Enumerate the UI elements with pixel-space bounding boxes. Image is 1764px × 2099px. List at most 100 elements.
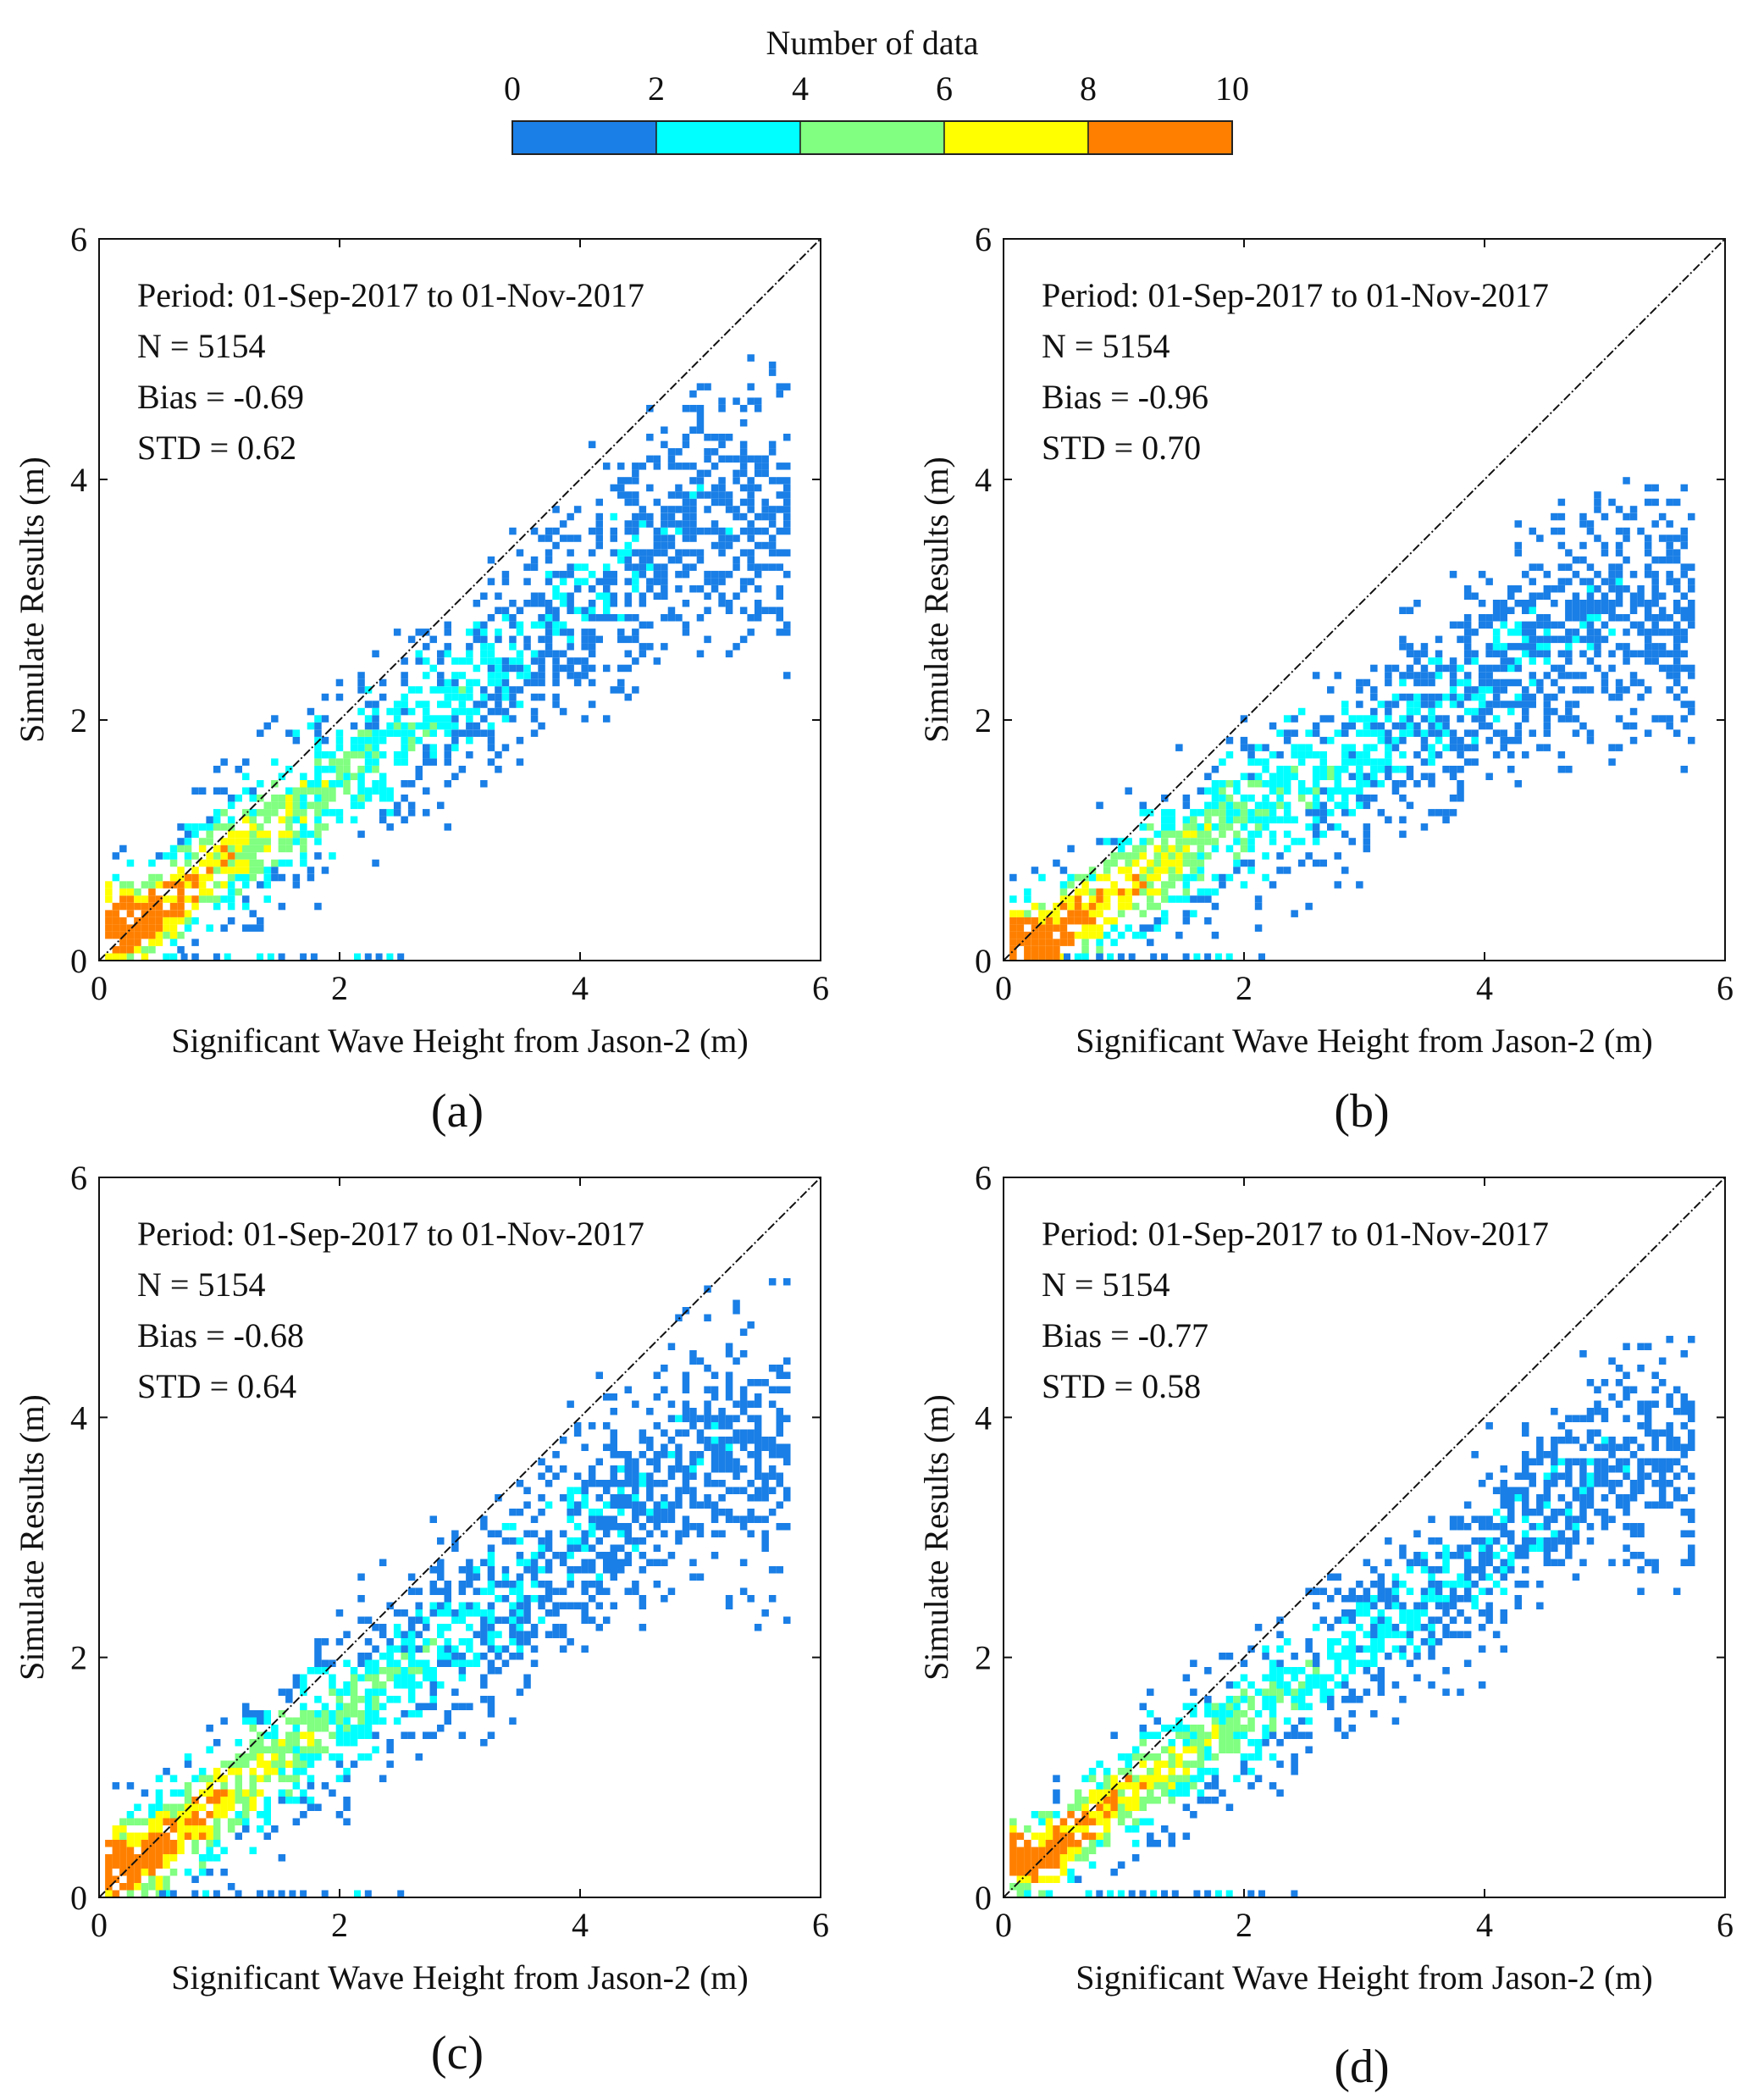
density-cell <box>1175 873 1183 882</box>
density-cell <box>148 1861 156 1869</box>
density-cell <box>1478 1537 1486 1545</box>
density-cell <box>329 787 336 795</box>
density-cell <box>169 873 178 882</box>
density-cell <box>386 1739 394 1747</box>
density-cell <box>1565 1472 1573 1480</box>
density-cell <box>1074 917 1082 925</box>
density-cell <box>1644 563 1652 571</box>
density-cell <box>119 1832 127 1840</box>
density-cell <box>1608 1451 1616 1459</box>
density-cell <box>776 383 783 390</box>
density-cell <box>639 512 647 521</box>
density-cell <box>1579 512 1587 521</box>
density-cell <box>372 859 379 867</box>
density-cell <box>1666 1422 1673 1430</box>
density-cell <box>1117 838 1125 845</box>
density-cell <box>372 1688 379 1696</box>
density-cell <box>285 823 293 831</box>
density-cell <box>1161 1775 1169 1782</box>
density-cell <box>473 1659 481 1667</box>
density-cell <box>1161 845 1169 853</box>
density-cell <box>495 1581 502 1588</box>
density-cell <box>1608 744 1616 751</box>
density-cell <box>220 1869 228 1876</box>
density-cell <box>682 506 690 513</box>
density-cell <box>1370 1659 1378 1667</box>
density-cell <box>646 1530 654 1537</box>
density-cell <box>1283 766 1291 773</box>
density-cell <box>552 1587 560 1595</box>
density-cell <box>1370 729 1378 737</box>
density-cell <box>155 1818 163 1825</box>
density-cell <box>1305 852 1313 860</box>
density-cell <box>1147 1789 1154 1797</box>
density-cell <box>1038 1854 1046 1862</box>
density-cell <box>1059 867 1068 874</box>
density-cell <box>466 1581 473 1588</box>
density-cell <box>300 1703 307 1710</box>
density-cell <box>1377 1624 1385 1631</box>
density-cell <box>661 1559 668 1566</box>
density-cell <box>1579 1515 1587 1523</box>
density-cell <box>559 534 567 542</box>
density-cell <box>1543 635 1551 644</box>
density-cell <box>415 1659 423 1667</box>
density-cell <box>480 1609 488 1617</box>
density-cell <box>393 729 401 737</box>
density-cell <box>1536 1602 1544 1609</box>
density-cell <box>1551 621 1558 629</box>
density-cell <box>364 1890 372 1897</box>
density-cell <box>386 722 394 730</box>
density-cell <box>1399 1653 1407 1660</box>
density-cell <box>1449 809 1457 817</box>
density-cell <box>335 1811 344 1819</box>
density-cell <box>198 1789 207 1797</box>
density-cell <box>523 635 531 644</box>
density-cell <box>1420 715 1429 723</box>
density-cell <box>1406 693 1414 701</box>
density-cell <box>704 1400 711 1408</box>
density-cell <box>1377 1581 1385 1588</box>
density-cell <box>1341 867 1349 874</box>
density-cell <box>718 549 726 557</box>
density-cell <box>530 707 539 716</box>
density-cell <box>588 1581 596 1588</box>
density-cell <box>725 1443 733 1451</box>
density-cell <box>1673 549 1681 557</box>
density-cell <box>1529 606 1536 614</box>
density-cell <box>1291 1653 1298 1660</box>
density-cell <box>1081 1818 1089 1825</box>
density-cell <box>1103 1768 1111 1775</box>
density-cell <box>1363 845 1371 853</box>
density-cell <box>407 1645 416 1653</box>
density-cell <box>285 838 293 845</box>
density-cell <box>148 873 156 882</box>
density-cell <box>1551 1451 1558 1459</box>
density-cell <box>191 1840 199 1847</box>
density-cell <box>725 1595 733 1603</box>
density-cell <box>198 873 207 882</box>
density-cell <box>1045 931 1053 939</box>
density-cell <box>1420 1559 1429 1566</box>
density-cell <box>1297 787 1306 795</box>
density-cell <box>1594 1400 1601 1408</box>
density-cell <box>1356 1581 1363 1588</box>
density-cell <box>1038 924 1046 932</box>
density-cell <box>516 664 524 673</box>
density-cell <box>1637 1408 1645 1415</box>
density-cell <box>1688 585 1695 593</box>
density-cell <box>538 1494 545 1502</box>
density-cell <box>407 729 416 737</box>
density-cell <box>1449 678 1457 687</box>
density-cell <box>1658 1480 1667 1487</box>
density-cell <box>501 707 510 716</box>
density-cell <box>545 1537 553 1545</box>
density-cell <box>444 1587 451 1595</box>
density-cell <box>776 549 783 557</box>
density-cell <box>1507 1509 1515 1516</box>
density-cell <box>357 1710 365 1718</box>
density-cell <box>1064 953 1070 961</box>
density-cell <box>1204 953 1212 961</box>
density-cell <box>1680 534 1688 542</box>
density-cell <box>1543 629 1551 636</box>
